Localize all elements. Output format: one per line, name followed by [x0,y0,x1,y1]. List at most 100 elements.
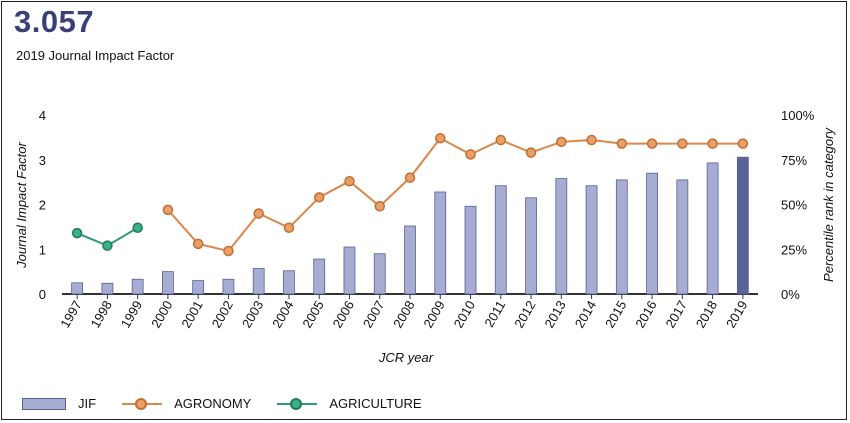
legend-label-agriculture: AGRICULTURE [329,396,422,411]
legend-label-jif: JIF [78,396,97,411]
jif-bar[interactable] [313,258,326,295]
jif-bar[interactable] [222,278,235,295]
jif-bar[interactable] [736,156,749,295]
jif-bar[interactable] [615,179,628,295]
y-tick-label-left: 4 [39,108,46,123]
legend-label-agronomy: AGRONOMY [174,396,252,411]
x-tick-label: 2004 [269,298,296,331]
x-tick-label: 2005 [299,298,326,331]
y-tick-label-left: 0 [39,287,46,302]
jif-bar[interactable] [555,178,568,295]
jif-bars [71,156,749,295]
legend-line-swatch-agriculture [277,397,318,410]
jif-bar[interactable] [585,185,598,295]
agronomy-point[interactable] [556,136,567,148]
x-tick-label: 2008 [390,298,417,331]
agronomy-point[interactable] [586,134,597,146]
agronomy-point[interactable] [495,134,507,146]
agronomy-point[interactable] [223,245,234,257]
x-tick-label: 2015 [602,298,629,331]
legend-line-swatch-agronomy [122,397,163,410]
agronomy-point[interactable] [525,147,537,158]
agronomy-point[interactable] [465,149,476,160]
y-tick-label-right: 50% [781,198,807,213]
jif-bar[interactable] [373,253,386,295]
agronomy-point[interactable] [313,192,325,203]
x-tick-label: 2012 [511,298,538,331]
percentile-lines [71,133,749,257]
agronomy-point[interactable] [192,238,204,250]
jif-bar[interactable] [252,268,265,295]
jif-bar[interactable] [706,162,719,295]
x-tick-label: 2019 [723,298,750,331]
x-tick-label: 2009 [420,298,447,331]
x-tick-label: 2011 [481,298,508,330]
legend-item-jif[interactable]: JIF [22,396,96,411]
jif-bar[interactable] [404,225,416,295]
y-tick-label-right: 75% [781,153,807,168]
tick-labels: 0 1 2 3 4 0% 25% 50% 75% 100% 1997 1998 1999 2000 2001… [39,108,815,331]
x-axis-label: JCR year [378,350,434,365]
agronomy-point[interactable] [344,175,355,187]
y-axis-label-right: Percentile rank in category [821,127,836,282]
jif-caption: 2019 Journal Impact Factor [16,48,175,63]
jif-bar[interactable] [283,270,295,295]
x-tick-label: 2016 [632,298,659,331]
jif-bar[interactable] [646,172,658,295]
agriculture-point[interactable] [132,222,143,234]
x-tick-label: 1999 [118,298,145,331]
x-tick-label: 2013 [541,298,568,331]
y-tick-label-left: 3 [39,153,46,168]
x-tick-label: 2001 [178,298,205,331]
agriculture-point[interactable] [102,240,113,251]
x-tick-label: 2006 [330,298,357,331]
x-tick-label: 1998 [88,298,115,331]
x-tick-label: 1997 [57,298,84,331]
jif-bar[interactable] [494,185,507,295]
jif-bar[interactable] [525,197,537,295]
y-tick-label-right: 25% [781,242,807,257]
agriculture-point[interactable] [71,227,83,239]
jif-bar[interactable] [162,271,174,295]
legend-item-agriculture[interactable]: AGRICULTURE [277,396,422,411]
agronomy-point[interactable] [677,138,688,149]
x-tick-label: 2007 [360,298,387,331]
agronomy-point[interactable] [707,138,718,149]
jif-bar[interactable] [131,278,144,295]
y-axis-label-left: Journal Impact Factor [14,141,29,268]
agronomy-point[interactable] [283,222,295,234]
x-tick-label: 2018 [693,298,720,331]
agronomy-point[interactable] [646,138,658,149]
agronomy-point[interactable] [404,172,416,183]
x-tick-label: 2017 [662,298,689,331]
agronomy-point[interactable] [737,138,749,149]
y-tick-label-left: 1 [39,242,46,257]
legend-bar-swatch [22,397,66,410]
jif-bar[interactable] [464,205,477,295]
jif-bar[interactable] [101,282,114,295]
agronomy-point[interactable] [435,133,446,144]
legend: JIF AGRONOMY AGRICULTURE [22,396,448,411]
agronomy-point[interactable] [616,138,628,149]
agronomy-point[interactable] [374,201,385,212]
x-tick-label: 2003 [239,298,266,331]
axes [62,293,758,299]
agronomy-point[interactable] [253,208,264,219]
legend-item-agronomy[interactable]: AGRONOMY [122,396,251,411]
jif-bar[interactable] [71,282,84,295]
x-tick-label: 2010 [451,298,478,331]
jif-bar[interactable] [192,280,205,295]
agronomy-point[interactable] [162,204,174,216]
y-tick-label-left: 2 [39,198,46,213]
x-tick-label: 2014 [572,298,599,331]
y-tick-label-right: 100% [781,108,815,123]
jif-bar[interactable] [434,191,447,295]
jif-bar[interactable] [343,246,356,295]
x-tick-label: 2002 [209,298,236,331]
jif-value: 3.057 [14,4,95,39]
jif-bar[interactable] [676,179,689,295]
x-tick-label: 2000 [148,298,175,331]
y-tick-label-right: 0% [781,287,800,302]
